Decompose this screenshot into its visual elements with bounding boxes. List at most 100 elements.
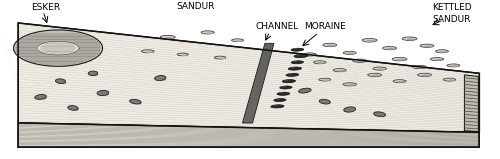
Ellipse shape <box>343 51 356 54</box>
Ellipse shape <box>291 67 295 68</box>
Ellipse shape <box>398 81 404 83</box>
Ellipse shape <box>236 40 242 42</box>
Ellipse shape <box>436 50 448 53</box>
Ellipse shape <box>160 35 175 39</box>
Ellipse shape <box>343 83 356 86</box>
Text: MORAINE: MORAINE <box>304 22 346 31</box>
Ellipse shape <box>418 73 432 76</box>
Ellipse shape <box>282 86 286 87</box>
Text: ESKER: ESKER <box>31 3 60 13</box>
Ellipse shape <box>206 32 213 34</box>
Ellipse shape <box>288 67 302 70</box>
Ellipse shape <box>294 61 297 62</box>
Ellipse shape <box>288 73 292 75</box>
Ellipse shape <box>417 67 425 69</box>
Ellipse shape <box>443 78 456 81</box>
Ellipse shape <box>294 48 298 49</box>
Ellipse shape <box>397 59 405 61</box>
Ellipse shape <box>181 54 188 56</box>
Polygon shape <box>464 75 478 131</box>
Text: SANDUR: SANDUR <box>176 2 214 11</box>
Ellipse shape <box>40 97 47 100</box>
Text: CHANNEL: CHANNEL <box>256 22 299 31</box>
Ellipse shape <box>348 53 355 54</box>
Ellipse shape <box>274 105 278 106</box>
Ellipse shape <box>154 76 166 80</box>
Polygon shape <box>18 23 479 132</box>
Ellipse shape <box>447 64 460 67</box>
Ellipse shape <box>68 106 78 110</box>
Ellipse shape <box>344 107 356 112</box>
Ellipse shape <box>319 78 331 81</box>
Ellipse shape <box>232 39 243 42</box>
Ellipse shape <box>430 58 444 61</box>
Ellipse shape <box>352 59 366 62</box>
Ellipse shape <box>372 75 380 76</box>
Ellipse shape <box>402 37 417 40</box>
Ellipse shape <box>88 71 98 76</box>
Ellipse shape <box>407 38 415 40</box>
Ellipse shape <box>56 79 66 83</box>
Ellipse shape <box>319 99 330 104</box>
Ellipse shape <box>286 73 298 76</box>
Ellipse shape <box>440 51 447 53</box>
Ellipse shape <box>291 48 304 51</box>
Ellipse shape <box>73 108 79 111</box>
Ellipse shape <box>334 69 346 72</box>
Ellipse shape <box>314 61 326 64</box>
Ellipse shape <box>218 58 225 59</box>
Ellipse shape <box>282 80 296 83</box>
Ellipse shape <box>318 62 324 64</box>
Ellipse shape <box>160 78 166 81</box>
Ellipse shape <box>452 65 458 67</box>
Text: KETTLED: KETTLED <box>432 3 472 12</box>
Ellipse shape <box>177 53 188 56</box>
Text: SANDUR: SANDUR <box>433 15 471 24</box>
Ellipse shape <box>165 37 173 39</box>
Ellipse shape <box>102 93 109 96</box>
Ellipse shape <box>422 75 430 76</box>
Ellipse shape <box>60 81 66 84</box>
Ellipse shape <box>276 99 280 100</box>
Ellipse shape <box>291 61 304 64</box>
Ellipse shape <box>285 80 289 81</box>
Ellipse shape <box>214 56 226 59</box>
Ellipse shape <box>373 67 386 70</box>
Ellipse shape <box>142 50 154 53</box>
Ellipse shape <box>393 80 406 83</box>
Ellipse shape <box>94 73 98 76</box>
Ellipse shape <box>323 43 337 47</box>
Ellipse shape <box>280 86 292 89</box>
Ellipse shape <box>348 84 355 86</box>
Ellipse shape <box>298 88 311 93</box>
Ellipse shape <box>338 70 345 72</box>
Ellipse shape <box>412 65 426 69</box>
Polygon shape <box>14 30 102 66</box>
Ellipse shape <box>274 99 286 102</box>
Ellipse shape <box>201 31 214 34</box>
Ellipse shape <box>297 54 301 56</box>
Ellipse shape <box>368 73 382 76</box>
Ellipse shape <box>392 57 407 61</box>
Polygon shape <box>242 43 274 123</box>
Ellipse shape <box>323 80 330 81</box>
Ellipse shape <box>146 51 153 53</box>
Polygon shape <box>18 123 479 147</box>
Ellipse shape <box>382 46 396 50</box>
Ellipse shape <box>35 94 46 99</box>
Ellipse shape <box>308 54 315 56</box>
Ellipse shape <box>362 38 377 42</box>
Ellipse shape <box>328 45 335 47</box>
Ellipse shape <box>424 45 432 47</box>
Polygon shape <box>37 41 79 55</box>
Ellipse shape <box>388 48 395 50</box>
Ellipse shape <box>294 54 308 58</box>
Ellipse shape <box>367 40 376 42</box>
Ellipse shape <box>277 92 290 95</box>
Ellipse shape <box>378 68 385 70</box>
Ellipse shape <box>271 105 284 108</box>
Ellipse shape <box>280 92 283 93</box>
Ellipse shape <box>448 79 454 81</box>
Ellipse shape <box>435 59 442 61</box>
Ellipse shape <box>304 53 316 56</box>
